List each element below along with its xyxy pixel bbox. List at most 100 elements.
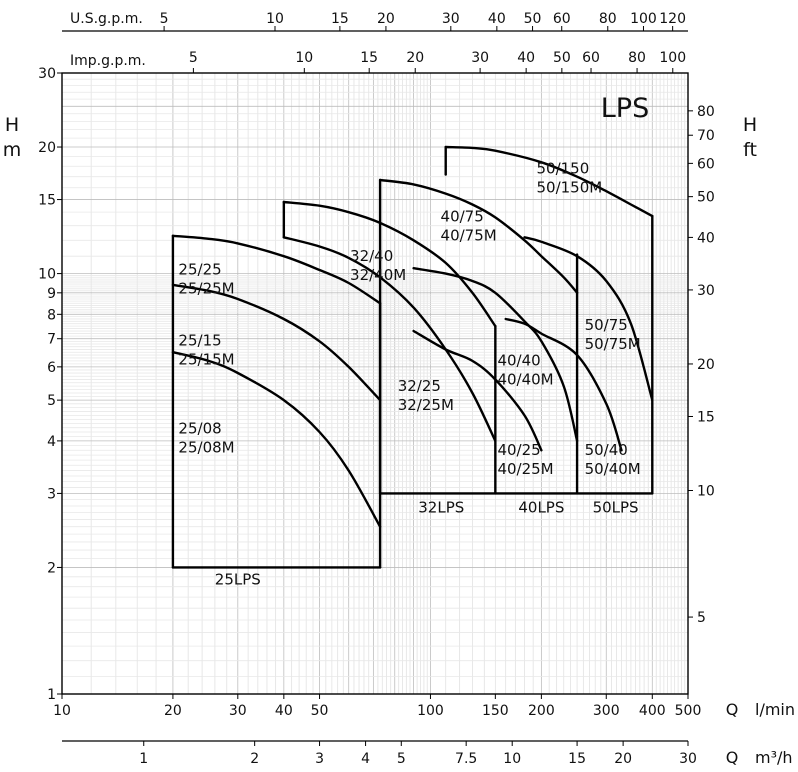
y-axis-ft-label-unit: ft (743, 139, 757, 161)
usgpm-tick-label: 40 (488, 11, 506, 27)
y-tick-label-ft: 30 (697, 283, 715, 299)
plot-frame (61, 72, 689, 695)
impgpm-tick-label: 80 (628, 50, 646, 66)
curve-label-model: 25/25 (178, 261, 221, 279)
curve-label-model: 50/40 (585, 441, 628, 459)
curve-label-model: 25/08 (178, 419, 221, 437)
y-tick-label-m: 3 (47, 486, 56, 502)
x-tick-label-lmin: 200 (528, 703, 555, 719)
y-tick-label-m: 15 (38, 193, 56, 209)
x-axis-lmin-label-q: Q (726, 700, 739, 719)
usgpm-axis-label: U.S.g.p.m. (70, 11, 143, 27)
pump-curve (171, 234, 382, 305)
y-tick-label-m: 30 (38, 66, 56, 82)
x-tick-label-lmin: 500 (675, 703, 702, 719)
x-tick-label-lmin: 100 (417, 703, 444, 719)
y-tick-label-ft: 10 (697, 484, 715, 500)
impgpm-tick-label: 5 (189, 50, 198, 66)
x-tick-label-m3h: 4 (361, 751, 370, 767)
y-axis-m-label-h: H (5, 114, 19, 136)
usgpm-tick-label: 60 (553, 11, 571, 27)
impgpm-tick-label: 100 (659, 50, 686, 66)
curve-label-model-m: 40/40M (497, 370, 553, 388)
curve-label-model-m: 25/25M (178, 280, 234, 298)
usgpm-tick-label: 10 (266, 11, 284, 27)
usgpm-tick-label: 5 (160, 11, 169, 27)
usgpm-tick-label: 120 (659, 11, 686, 27)
curve-label-model-m: 50/75M (585, 335, 641, 353)
pump-curves (171, 145, 654, 528)
usgpm-tick-label: 100 (630, 11, 657, 27)
chart-title: LPS (601, 93, 649, 124)
impgpm-tick-label: 30 (471, 50, 489, 66)
y-tick-label-ft: 5 (697, 610, 706, 626)
curve-label-model: 50/75 (585, 316, 628, 334)
y-tick-label-ft: 20 (697, 357, 715, 373)
pump-curve (444, 145, 654, 218)
y-tick-label-m: 1 (47, 687, 56, 703)
usgpm-tick-label: 30 (442, 11, 460, 27)
x-tick-label-m3h: 2 (250, 751, 259, 767)
x-tick-label-m3h: 3 (315, 751, 324, 767)
pump-curve (412, 329, 543, 452)
y-tick-label-m: 5 (47, 393, 56, 409)
pump-curve (504, 317, 623, 452)
x-tick-label-lmin: 30 (229, 703, 247, 719)
pump-curve (171, 351, 382, 528)
y-tick-label-m: 20 (38, 140, 56, 156)
curve-label-model-m: 40/25M (497, 460, 553, 478)
y-tick-label-ft: 70 (697, 128, 715, 144)
curve-label-model-m: 25/15M (178, 350, 234, 368)
curve-label-model-m: 50/150M (537, 179, 603, 197)
y-tick-label-m: 2 (47, 560, 56, 576)
y-tick-label-m: 4 (47, 434, 56, 450)
usgpm-tick-label: 15 (331, 11, 349, 27)
x-tick-label-m3h: 5 (397, 751, 406, 767)
x-tick-label-lmin: 10 (53, 703, 71, 719)
region-label: 50LPS (593, 499, 639, 517)
curve-label-model-m: 25/08M (178, 438, 234, 456)
x-tick-label-m3h: 30 (679, 751, 697, 767)
pump-curve (378, 178, 579, 294)
x-axis-m3h-label-unit: m³/h (755, 748, 793, 767)
chart-grid (62, 73, 688, 694)
chart-labels: 25/2525/25M25/1525/15M25/0825/08M32/4032… (178, 160, 640, 589)
y-tick-label-m: 7 (47, 332, 56, 348)
usgpm-tick-label: 20 (377, 11, 395, 27)
usgpm-tick-label: 50 (524, 11, 542, 27)
pump-range-regions (171, 145, 654, 569)
pump-curve (171, 283, 382, 402)
y-tick-label-m: 6 (47, 360, 56, 376)
curve-label-model: 40/25 (497, 441, 540, 459)
y-tick-label-m: 10 (38, 267, 56, 283)
curve-label-model: 32/25 (398, 377, 441, 395)
region-label: 32LPS (418, 499, 464, 517)
x-tick-label-lmin: 50 (311, 703, 329, 719)
curve-label-model-m: 50/40M (585, 460, 641, 478)
impgpm-tick-label: 40 (517, 50, 535, 66)
x-tick-label-lmin: 400 (639, 703, 666, 719)
pump-curve (282, 200, 497, 328)
impgpm-axis-label: Imp.g.p.m. (70, 53, 146, 69)
y-tick-label-ft: 60 (697, 156, 715, 172)
x-tick-label-m3h: 10 (503, 751, 521, 767)
region-label: 40LPS (518, 499, 564, 517)
y-tick-label-ft: 15 (697, 409, 715, 425)
impgpm-tick-label: 15 (360, 50, 378, 66)
x-tick-label-lmin: 300 (593, 703, 620, 719)
y-axis-m-label-unit: m (3, 139, 22, 161)
x-tick-label-m3h: 1 (139, 751, 148, 767)
x-tick-label-lmin: 150 (482, 703, 509, 719)
x-tick-label-lmin: 40 (275, 703, 293, 719)
x-tick-label-lmin: 20 (164, 703, 182, 719)
x-tick-label-m3h: 7.5 (455, 751, 477, 767)
curve-label-model-m: 32/40M (350, 266, 406, 284)
x-axis-m3h-label-q: Q (726, 748, 739, 767)
x-axis-lmin-label-unit: l/min (755, 700, 795, 719)
y-tick-label-m: 8 (47, 307, 56, 323)
pump-curve (523, 236, 654, 402)
curve-label-model: 25/15 (178, 331, 221, 349)
y-tick-label-ft: 40 (697, 230, 715, 246)
